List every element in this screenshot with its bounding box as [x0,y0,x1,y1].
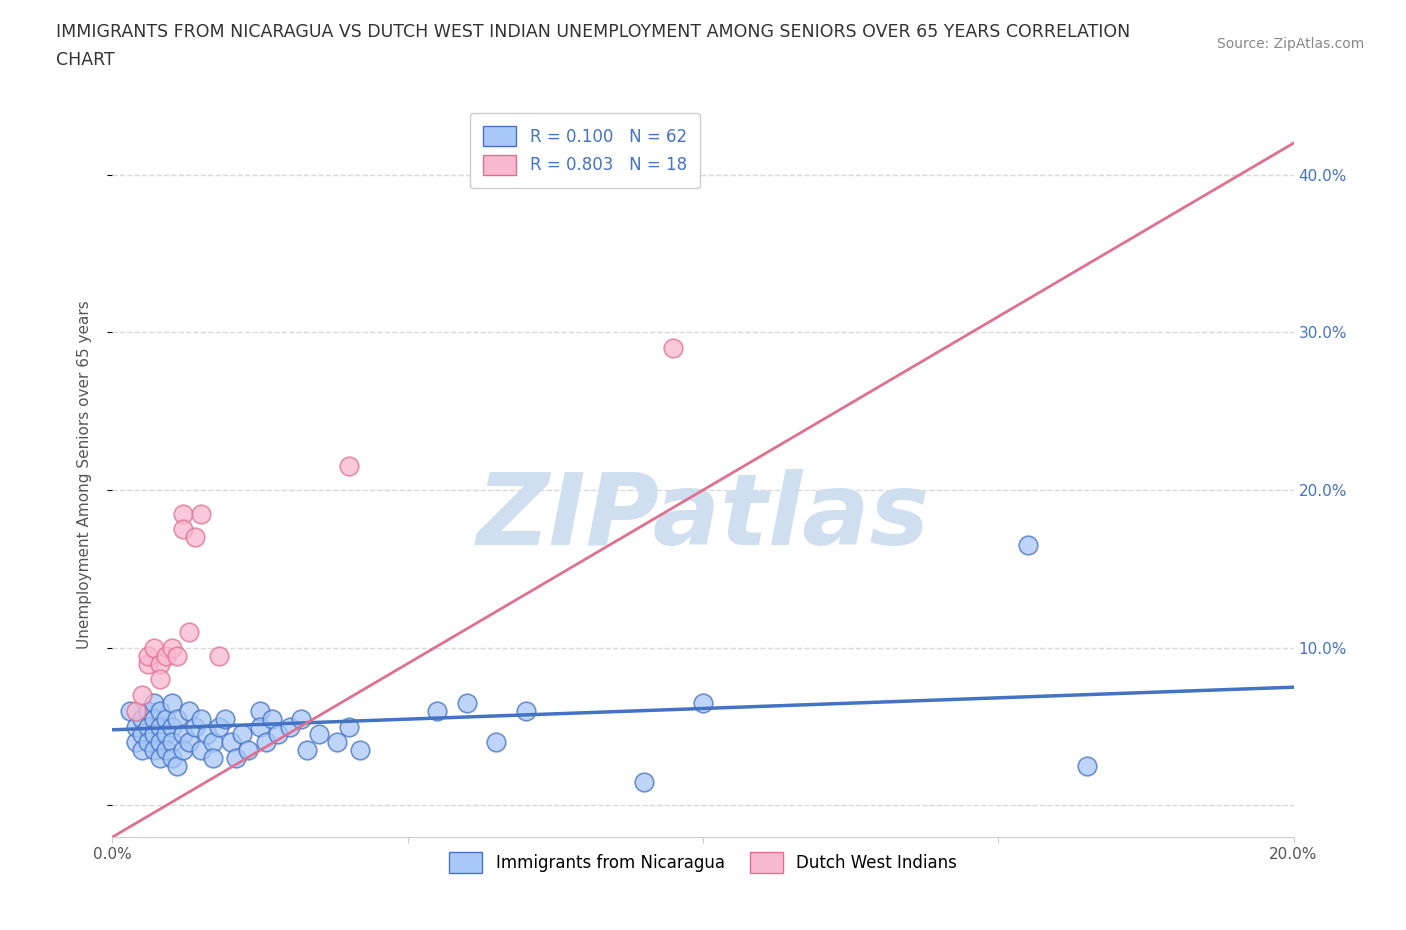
Point [179,703,201,718]
Point [1076,759,1098,774]
Point [149,671,172,686]
Point [231,727,253,742]
Point [155,711,177,726]
Point [195,727,218,742]
Point [201,751,224,765]
Point [184,719,207,734]
Point [1017,538,1039,552]
Point [142,711,165,726]
Point [160,751,183,765]
Point [267,727,290,742]
Point [160,696,183,711]
Point [190,743,212,758]
Point [155,727,177,742]
Point [456,696,478,711]
Point [308,727,330,742]
Point [633,775,655,790]
Point [249,703,271,718]
Point [142,727,165,742]
Point [297,743,319,758]
Point [149,656,172,671]
Point [155,743,177,758]
Point [692,696,714,711]
Point [136,656,159,671]
Point [662,340,685,355]
Point [136,735,159,750]
Point [166,711,188,726]
Point [142,641,165,656]
Point [278,719,301,734]
Point [208,648,231,663]
Point [179,735,201,750]
Point [485,735,508,750]
Point [172,506,194,521]
Text: IMMIGRANTS FROM NICARAGUA VS DUTCH WEST INDIAN UNEMPLOYMENT AMONG SENIORS OVER 6: IMMIGRANTS FROM NICARAGUA VS DUTCH WEST … [56,23,1130,41]
Point [190,506,212,521]
Point [131,687,153,702]
Point [149,735,172,750]
Point [190,711,212,726]
Point [131,743,153,758]
Point [208,719,231,734]
Point [166,648,188,663]
Point [160,719,183,734]
Point [149,719,172,734]
Point [142,696,165,711]
Point [131,727,153,742]
Point [149,751,172,765]
Point [254,735,277,750]
Point [238,743,260,758]
Point [337,459,360,474]
Point [125,735,148,750]
Point [125,719,148,734]
Point [172,743,194,758]
Point [172,727,194,742]
Point [225,751,247,765]
Point [249,719,271,734]
Point [349,743,371,758]
Point [214,711,236,726]
Point [326,735,349,750]
Point [136,648,159,663]
Point [260,711,283,726]
Point [131,711,153,726]
Legend: Immigrants from Nicaragua, Dutch West Indians: Immigrants from Nicaragua, Dutch West In… [443,845,963,880]
Point [125,703,148,718]
Point [136,703,159,718]
Point [136,719,159,734]
Text: CHART: CHART [56,51,115,69]
Point [290,711,312,726]
Text: Source: ZipAtlas.com: Source: ZipAtlas.com [1216,37,1364,51]
Point [160,641,183,656]
Point [337,719,360,734]
Text: ZIPatlas: ZIPatlas [477,470,929,566]
Point [155,648,177,663]
Point [515,703,537,718]
Point [179,625,201,640]
Point [172,522,194,537]
Point [142,743,165,758]
Point [426,703,449,718]
Point [160,735,183,750]
Point [219,735,242,750]
Point [149,703,172,718]
Y-axis label: Unemployment Among Seniors over 65 years: Unemployment Among Seniors over 65 years [77,300,91,649]
Point [166,759,188,774]
Point [120,703,142,718]
Point [201,735,224,750]
Point [184,530,207,545]
